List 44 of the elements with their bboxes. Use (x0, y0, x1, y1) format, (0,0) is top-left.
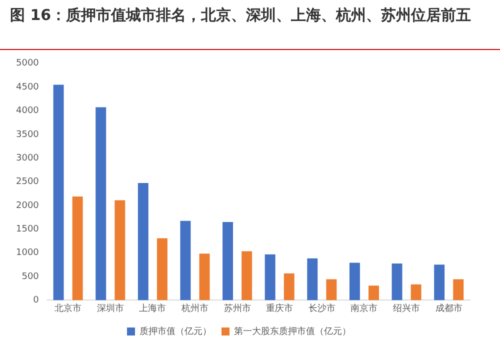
bar (434, 264, 445, 300)
bar (156, 238, 168, 300)
legend-label: 第一大股东质押市值（亿元） (234, 326, 351, 337)
bar (307, 258, 318, 300)
y-tick-label: 1000 (16, 248, 40, 258)
y-tick-label: 5000 (16, 58, 40, 69)
y-tick-label: 3500 (16, 130, 40, 140)
bar (180, 220, 191, 300)
bar (96, 107, 106, 300)
x-tick-label: 上海市 (139, 302, 166, 314)
x-tick-label: 绍兴市 (393, 302, 420, 314)
bar (410, 284, 422, 300)
bar (53, 84, 64, 300)
bar (284, 273, 294, 300)
bar (242, 251, 252, 300)
y-tick-label: 4000 (16, 106, 40, 116)
bar (114, 200, 126, 300)
bar (453, 279, 464, 300)
bar (72, 196, 83, 300)
chart-title: 图 16：质押市值城市排名，北京、深圳、上海、杭州、苏州位居前五 (0, 0, 500, 50)
bar (368, 286, 379, 300)
y-tick-label: 4500 (16, 82, 40, 92)
y-tick-label: 500 (22, 272, 40, 282)
x-tick-label: 长沙市 (308, 302, 336, 314)
x-tick-label: 苏州市 (224, 302, 251, 314)
x-tick-label: 深圳市 (96, 302, 124, 314)
bar (264, 254, 276, 300)
x-tick-label: 南京市 (350, 302, 378, 314)
y-tick-label: 2000 (16, 200, 40, 211)
bar (199, 254, 210, 300)
y-tick-label: 0 (33, 296, 40, 306)
bar (392, 263, 402, 300)
x-tick-label: 成都市 (435, 302, 462, 314)
x-tick-label: 杭州市 (180, 302, 208, 314)
bar (326, 279, 337, 300)
x-tick-label: 北京市 (54, 302, 82, 314)
bar (138, 182, 148, 300)
bar (222, 222, 234, 300)
x-tick-label: 重庆市 (266, 302, 294, 314)
legend-label: 质押市值（亿元） (140, 326, 212, 337)
y-tick-label: 1500 (16, 224, 40, 235)
y-tick-label: 3000 (16, 153, 40, 164)
bar (349, 262, 360, 300)
y-tick-label: 2500 (16, 177, 40, 188)
